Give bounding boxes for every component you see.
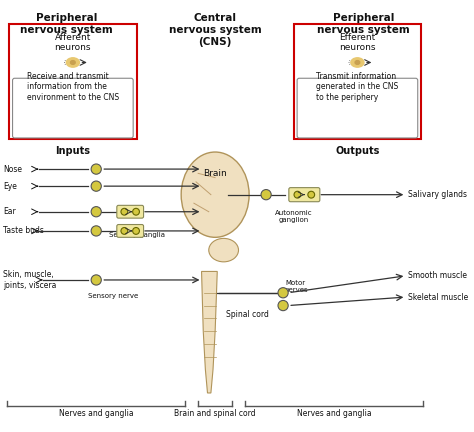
Ellipse shape [355, 60, 360, 64]
Circle shape [278, 300, 288, 311]
Circle shape [91, 164, 101, 174]
Circle shape [121, 228, 128, 234]
Text: Nerves and ganglia: Nerves and ganglia [297, 409, 371, 418]
Circle shape [91, 181, 101, 191]
FancyBboxPatch shape [117, 225, 144, 237]
Circle shape [91, 226, 101, 236]
Text: Sensory ganglia: Sensory ganglia [109, 225, 165, 238]
Text: Autonomic
ganglion: Autonomic ganglion [275, 210, 312, 222]
Text: Ear: Ear [3, 207, 16, 216]
Text: Smooth muscle: Smooth muscle [409, 271, 467, 280]
Text: Peripheral
nervous system: Peripheral nervous system [20, 13, 113, 35]
Text: Taste buds: Taste buds [3, 226, 44, 235]
Circle shape [133, 228, 139, 234]
Circle shape [294, 191, 301, 198]
Text: Receive and transmit
information from the
environment to the CNS: Receive and transmit information from th… [27, 72, 119, 102]
Text: Peripheral
nervous system: Peripheral nervous system [318, 13, 410, 35]
Circle shape [278, 288, 288, 298]
Text: Skin, muscle,
joints, viscera: Skin, muscle, joints, viscera [3, 270, 56, 290]
Text: Skeletal muscle: Skeletal muscle [409, 292, 469, 302]
FancyBboxPatch shape [12, 78, 133, 138]
Polygon shape [201, 271, 217, 393]
Text: Transmit information
generated in the CNS
to the periphery: Transmit information generated in the CN… [316, 72, 399, 102]
FancyBboxPatch shape [9, 24, 137, 139]
Text: Eye: Eye [3, 181, 17, 191]
Text: Inputs: Inputs [55, 146, 91, 156]
Text: Afferent
neurons: Afferent neurons [55, 33, 91, 52]
Text: Central
nervous system
(CNS): Central nervous system (CNS) [169, 13, 262, 47]
FancyBboxPatch shape [294, 24, 421, 139]
Text: Brain: Brain [203, 169, 227, 178]
Text: Outputs: Outputs [335, 146, 380, 156]
Text: Salivary glands: Salivary glands [409, 190, 467, 199]
FancyBboxPatch shape [297, 78, 418, 138]
Text: Sensory nerve: Sensory nerve [88, 293, 138, 299]
Text: Nerves and ganglia: Nerves and ganglia [59, 409, 134, 418]
Text: Brain and spinal cord: Brain and spinal cord [174, 409, 256, 418]
FancyBboxPatch shape [117, 205, 144, 218]
Ellipse shape [66, 58, 80, 67]
Circle shape [133, 208, 139, 215]
Text: Motor
nerves: Motor nerves [284, 280, 308, 293]
Text: Efferent
neurons: Efferent neurons [339, 33, 376, 52]
Circle shape [91, 206, 101, 217]
Circle shape [121, 208, 128, 215]
Ellipse shape [351, 58, 364, 67]
Circle shape [261, 190, 271, 200]
Circle shape [308, 191, 315, 198]
FancyBboxPatch shape [289, 187, 320, 202]
Ellipse shape [209, 238, 238, 262]
Text: Spinal cord: Spinal cord [226, 310, 269, 318]
Ellipse shape [71, 60, 75, 64]
Circle shape [91, 275, 101, 285]
Text: Nose: Nose [3, 165, 22, 174]
Ellipse shape [181, 152, 249, 237]
